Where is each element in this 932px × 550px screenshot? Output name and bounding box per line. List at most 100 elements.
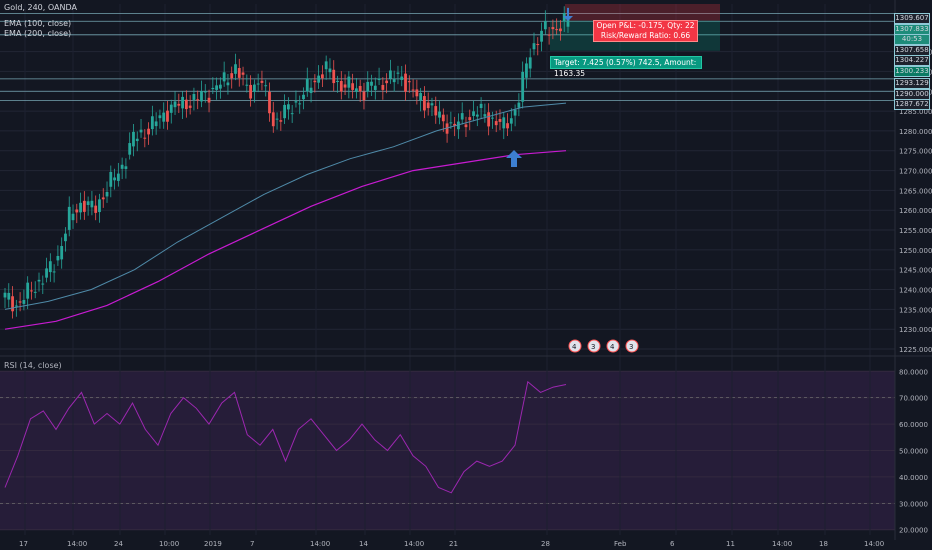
candle-body	[218, 84, 222, 89]
target-box[interactable]: Target: 7.425 (0.57%) 742.5, Amount: 116…	[550, 56, 702, 78]
candle-body	[30, 290, 33, 292]
candle-body	[245, 84, 249, 86]
rsi-tick-label: 30.0000	[899, 500, 928, 508]
event-marker	[606, 339, 620, 353]
event-count: 4	[610, 343, 615, 351]
candle-body	[377, 78, 381, 81]
candle-body	[45, 268, 48, 278]
candle-body	[509, 118, 513, 124]
candle-body	[562, 13, 566, 22]
x-tick-label: 14:00	[67, 540, 87, 548]
price-tag: 1293.129	[894, 78, 930, 89]
candle-body	[411, 89, 415, 91]
candle-body	[434, 106, 438, 116]
x-tick-label: 11	[726, 540, 735, 548]
open-pnl-box[interactable]: Open P&L: -0.175, Qty: 22 Risk/Reward Ra…	[593, 20, 698, 42]
candle-body	[158, 115, 162, 119]
candle-body	[528, 57, 532, 69]
candle-body	[249, 84, 253, 99]
candle-body	[347, 76, 351, 88]
candle-body	[355, 88, 358, 92]
event-count: 3	[591, 343, 595, 351]
candle-body	[60, 246, 64, 260]
candle-body	[79, 202, 82, 213]
candle-body	[67, 206, 71, 230]
y-tick-label: 1245.000	[899, 267, 932, 275]
candle-body	[351, 83, 355, 90]
x-tick-label: 21	[449, 540, 458, 548]
candle-body	[207, 97, 211, 103]
candle-body	[324, 61, 328, 70]
candle-body	[14, 305, 18, 307]
candle-body	[532, 43, 536, 50]
chart-title: Gold, 240, OANDA	[4, 3, 77, 12]
y-tick-label: 1240.000	[899, 287, 932, 295]
ema100-legend[interactable]: EMA (100, close)	[4, 19, 72, 28]
candle-body	[147, 128, 150, 135]
candle-body	[494, 121, 498, 126]
candle-body	[336, 80, 339, 83]
candle-body	[264, 85, 268, 87]
candle-body	[449, 122, 453, 124]
candle-body	[135, 138, 139, 142]
event-count: 4	[572, 343, 577, 351]
y-tick-label: 1265.000	[899, 187, 932, 195]
rsi-legend[interactable]: RSI (14, close)	[4, 361, 62, 370]
price-tag: 1304.227	[894, 55, 930, 66]
candle-body	[426, 102, 430, 109]
candle-body	[491, 117, 494, 119]
x-tick-label: 14:00	[310, 540, 330, 548]
candle-body	[200, 91, 203, 102]
candle-body	[11, 296, 14, 312]
candle-body	[487, 112, 491, 127]
candle-body	[513, 109, 517, 116]
candle-body	[453, 123, 457, 126]
candle-body	[362, 91, 366, 101]
candle-body	[460, 113, 464, 120]
candle-body	[294, 101, 298, 103]
candle-body	[396, 72, 400, 74]
candle-body	[22, 300, 26, 304]
candle-body	[52, 271, 56, 273]
candle-body	[290, 113, 294, 115]
candle-body	[113, 177, 116, 181]
x-tick-label: Feb	[614, 540, 627, 548]
candle-body	[404, 73, 407, 92]
x-tick-label: 14:00	[404, 540, 424, 548]
candle-body	[298, 103, 302, 105]
pnl-text: Open P&L: -0.175, Qty: 22	[596, 21, 695, 30]
risk-reward-text: Risk/Reward Ratio: 0.66	[600, 31, 691, 40]
candle-body	[370, 81, 373, 86]
candle-body	[222, 72, 226, 82]
candle-body	[98, 199, 101, 213]
candle-body	[389, 70, 392, 79]
candle-body	[116, 173, 120, 181]
x-tick-label: 17	[19, 540, 28, 548]
candle-body	[82, 200, 86, 212]
candle-body	[332, 69, 336, 84]
candle-body	[139, 129, 143, 133]
candle-body	[150, 116, 154, 130]
candle-body	[256, 83, 260, 85]
candle-body	[540, 30, 543, 42]
event-count: 3	[629, 343, 633, 351]
y-tick-label: 1285.000	[899, 108, 932, 116]
candle-body	[90, 200, 94, 208]
candle-body	[302, 94, 305, 100]
candle-body	[196, 99, 200, 101]
candle-body	[543, 20, 547, 30]
candle-body	[154, 121, 158, 127]
candle-body	[124, 166, 128, 169]
rsi-tick-label: 80.0000	[899, 368, 928, 376]
candle-body	[498, 119, 502, 122]
candle-body	[215, 85, 218, 90]
candle-body	[271, 112, 275, 127]
candle-body	[162, 112, 166, 122]
candle-body	[547, 34, 551, 36]
candle-body	[275, 118, 279, 120]
y-tick-label: 1255.000	[899, 227, 932, 235]
candle-body	[241, 72, 245, 75]
ema200-legend[interactable]: EMA (200, close)	[4, 29, 72, 38]
rsi-tick-label: 60.0000	[899, 421, 928, 429]
